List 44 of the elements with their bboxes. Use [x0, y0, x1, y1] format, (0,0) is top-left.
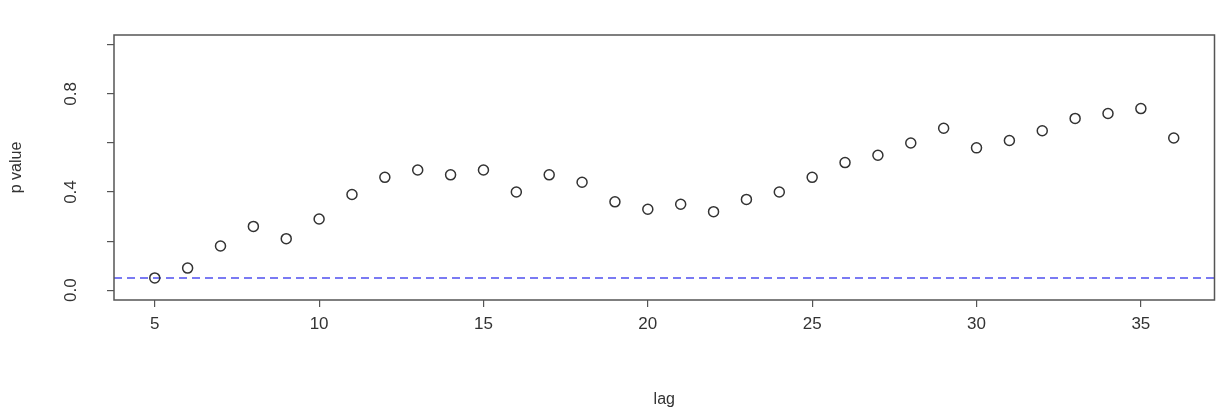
point [609, 196, 621, 208]
point [247, 220, 260, 233]
x-axis-title: lag [653, 389, 675, 407]
point [806, 171, 818, 184]
point [346, 188, 358, 201]
y-tick-label: 0.4 [60, 180, 80, 204]
point [1102, 107, 1114, 120]
point [1003, 134, 1016, 147]
point [740, 193, 753, 206]
y-tick-label: 0.0 [60, 278, 80, 303]
point [1069, 112, 1081, 125]
point [674, 198, 687, 211]
point [444, 169, 457, 181]
point [510, 186, 523, 198]
x-tick-label: 30 [967, 313, 986, 333]
point [872, 149, 884, 161]
point [411, 164, 424, 176]
x-tick-label: 25 [802, 313, 822, 333]
point [905, 137, 917, 149]
x-tick-label: 10 [309, 313, 329, 333]
point [707, 205, 720, 218]
point [149, 272, 161, 284]
point [937, 122, 950, 134]
point [214, 240, 227, 252]
x-tick-label: 35 [1131, 313, 1151, 333]
x-tick-label: 15 [474, 313, 493, 333]
point [1167, 132, 1180, 144]
point [970, 142, 983, 154]
point [773, 186, 786, 198]
y-axis-title: p value [7, 141, 25, 194]
point [543, 169, 555, 181]
x-tick-label: 5 [150, 313, 160, 333]
x-tick-label: 20 [638, 313, 658, 333]
point [280, 232, 292, 245]
point [576, 176, 588, 188]
point [642, 203, 654, 215]
point [477, 164, 490, 176]
y-tick-label: 0.8 [60, 82, 80, 106]
point [313, 213, 325, 225]
point [1036, 124, 1049, 137]
point [181, 262, 194, 274]
point [1135, 102, 1147, 115]
point [379, 171, 391, 184]
point [839, 156, 851, 169]
